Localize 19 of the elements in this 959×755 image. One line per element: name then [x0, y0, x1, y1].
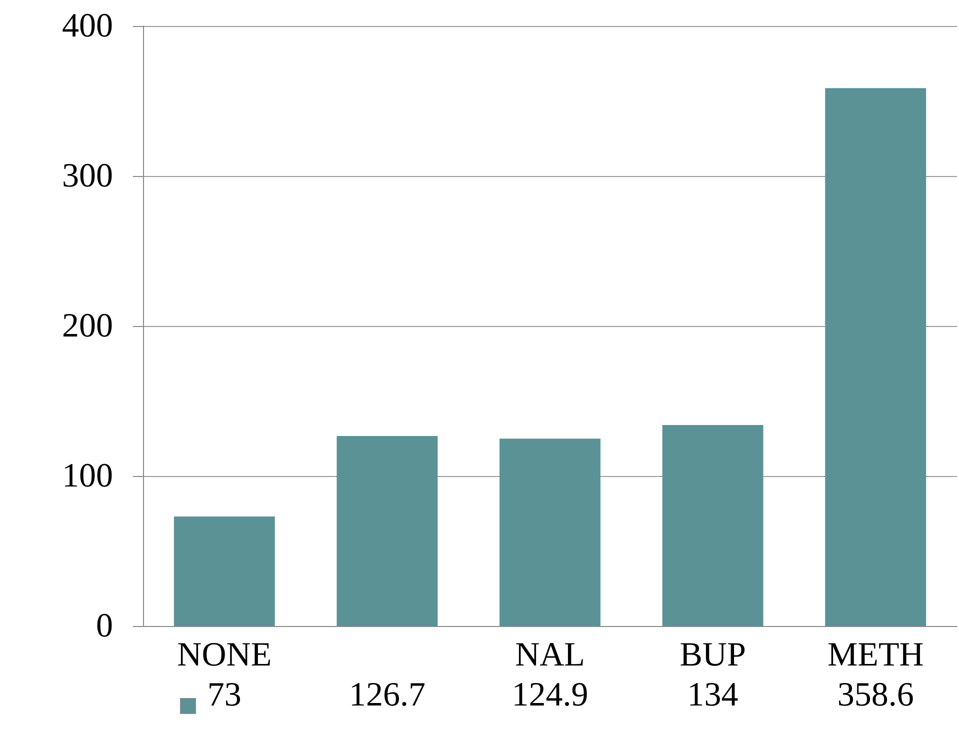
data-label: 358.6 — [837, 676, 914, 714]
bar — [500, 438, 600, 626]
x-tick-label: NONE — [177, 636, 272, 674]
y-tick-label: 300 — [62, 158, 113, 194]
bar — [174, 516, 275, 626]
x-tick-label: NAL — [515, 636, 585, 674]
x-tick-label: METH — [827, 636, 924, 674]
y-tick-label: 0 — [96, 608, 113, 644]
data-label: 126.7 — [348, 676, 426, 714]
y-tick-label: 100 — [62, 458, 113, 494]
y-tick-label: 400 — [62, 8, 113, 44]
y-tick-label: 200 — [62, 308, 113, 344]
bar — [336, 436, 438, 626]
x-tick-label: BUP — [680, 636, 746, 674]
bar — [662, 425, 764, 626]
data-label: 73 — [207, 676, 242, 714]
data-label: 134 — [687, 676, 738, 714]
bar — [825, 88, 926, 626]
data-label: 124.9 — [512, 676, 588, 714]
